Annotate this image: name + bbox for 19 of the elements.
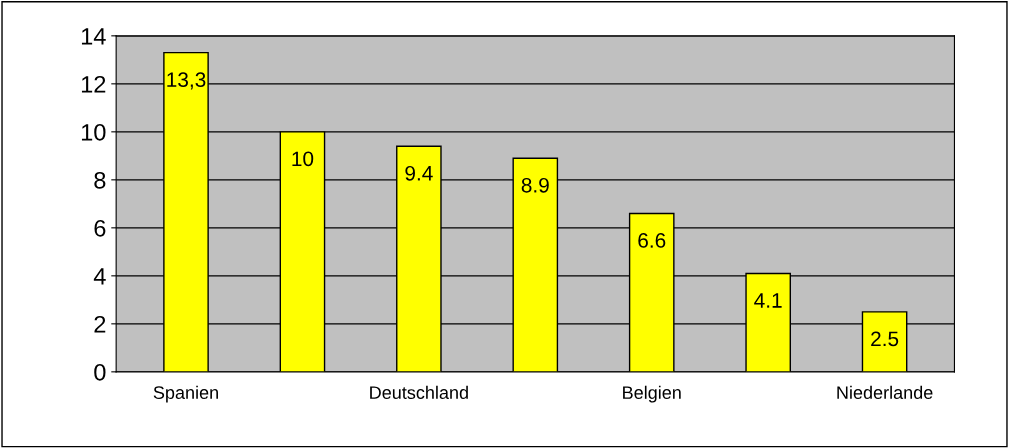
y-tick-label: 0: [94, 363, 106, 381]
data-label: 6.6: [638, 233, 666, 248]
y-tick-label: 8: [94, 171, 106, 189]
data-label: 9.4: [405, 165, 433, 181]
data-label: 2.5: [871, 331, 899, 347]
y-tick-label: 6: [94, 219, 106, 237]
y-tick-label: 2: [94, 315, 106, 333]
y-tick-label: 10: [81, 123, 106, 141]
y-tick-label: 14: [81, 28, 106, 45]
y-tick-label: 12: [81, 75, 106, 93]
data-label: 10: [292, 151, 314, 167]
x-tick-label: Deutschland: [370, 385, 468, 399]
x-tick-label: Belgien: [623, 385, 681, 403]
data-label: 13,3: [167, 72, 206, 90]
y-tick-label: 4: [93, 268, 106, 285]
x-tick-label: Spanien: [153, 385, 218, 403]
data-label: 8.9: [521, 177, 549, 193]
data-label: 4.1: [754, 293, 782, 308]
x-tick-label: Niederlande: [837, 385, 933, 399]
